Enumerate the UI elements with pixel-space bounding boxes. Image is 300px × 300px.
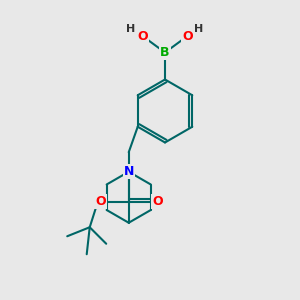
Text: O: O <box>95 195 106 208</box>
Text: O: O <box>152 195 163 208</box>
Text: H: H <box>127 24 136 34</box>
Text: O: O <box>137 29 148 43</box>
Text: H: H <box>194 24 203 34</box>
Text: B: B <box>160 46 170 59</box>
Text: N: N <box>124 165 134 178</box>
Text: O: O <box>182 29 193 43</box>
